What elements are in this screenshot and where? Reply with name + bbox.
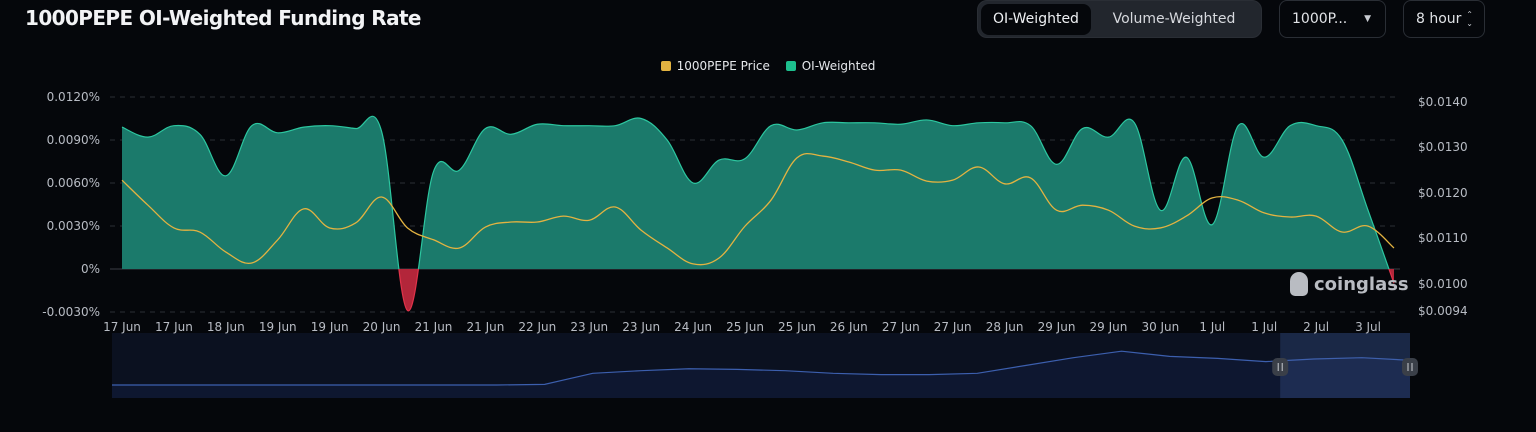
x-tick-label: 21 Jun [414, 320, 453, 334]
x-tick-label: 27 Jun [933, 320, 972, 334]
volume-weighted-tab[interactable]: Volume-Weighted [1112, 11, 1236, 27]
legend-item-oi-weighted[interactable]: OI-Weighted [785, 59, 876, 73]
coinglass-watermark: coinglass [1290, 272, 1409, 296]
oi-weighted-line [121, 115, 1390, 269]
oi-weighted-positive-area [122, 116, 1394, 269]
x-tick-label: 17 Jun [154, 320, 193, 334]
x-tick-label: 25 Jun [778, 320, 816, 334]
navigator-handle[interactable] [1272, 358, 1289, 376]
page-title: 1000PEPE OI-Weighted Funding Rate [25, 6, 422, 30]
x-tick-label: 28 Jun [985, 320, 1024, 334]
x-tick-label: 20 Jun [362, 320, 401, 334]
symbol-select[interactable]: 1000P... ▼ [1279, 0, 1386, 38]
x-tick-label: 23 Jun [622, 320, 661, 334]
coinglass-logo-icon [1290, 272, 1308, 296]
x-tick-label: 19 Jun [310, 320, 349, 334]
y-right-tick-label: $0.0140 [1418, 95, 1468, 109]
navigator-handle[interactable] [1402, 358, 1418, 376]
caret-down-icon: ▼ [1364, 14, 1371, 24]
x-tick-label: 18 Jun [206, 320, 245, 334]
x-tick-label: 23 Jun [570, 320, 609, 334]
x-tick-label: 30 Jun [1141, 320, 1180, 334]
watermark-text: coinglass [1314, 273, 1409, 295]
y-left-tick-label: 0% [80, 262, 100, 276]
navigator-area [112, 351, 1410, 398]
x-tick-label: 29 Jun [1037, 320, 1076, 334]
symbol-select-value: 1000P... [1292, 11, 1348, 27]
y-left-tick-label: 0.0030% [46, 219, 100, 233]
x-tick-label: 19 Jun [258, 320, 297, 334]
x-tick-label: 17 Jun [103, 320, 141, 334]
x-tick-label: 25 Jun [726, 320, 764, 334]
weighting-toggle: OI-Weighted Volume-Weighted [977, 0, 1262, 38]
x-tick-label: 29 Jun [1089, 320, 1128, 334]
chart-legend: 1000PEPE Price OI-Weighted [0, 59, 1536, 74]
y-right-tick-label: $0.0120 [1418, 186, 1468, 200]
x-tick-label: 22 Jun [518, 320, 557, 334]
sort-updown-icon: ⌃ ⌄ [1466, 10, 1473, 28]
navigator-selection[interactable] [1280, 333, 1410, 398]
price-swatch [660, 61, 671, 71]
interval-select-value: 8 hour [1416, 11, 1462, 27]
legend-label: OI-Weighted [801, 59, 876, 73]
x-tick-label: 21 Jun [466, 320, 505, 334]
y-left-tick-label: 0.0060% [46, 176, 100, 190]
oi-weighted-tab[interactable]: OI-Weighted [981, 4, 1091, 35]
x-tick-label: 1 Jul [1251, 320, 1278, 334]
x-tick-label: 2 Jul [1303, 320, 1330, 334]
y-left-tick-label: -0.0030% [42, 305, 100, 319]
y-right-tick-label: $0.0100 [1418, 277, 1468, 291]
x-tick-label: 24 Jun [674, 320, 713, 334]
interval-select[interactable]: 8 hour ⌃ ⌄ [1403, 0, 1485, 38]
oi-swatch [785, 61, 796, 71]
legend-item-price[interactable]: 1000PEPE Price [660, 59, 770, 73]
price-line [121, 152, 1395, 266]
x-tick-label: 26 Jun [829, 320, 868, 334]
navigator-line [112, 350, 1411, 386]
y-left-tick-label: 0.0090% [46, 133, 100, 147]
x-tick-label: 3 Jul [1355, 320, 1381, 334]
y-left-tick-label: 0.0120% [46, 90, 100, 104]
y-right-tick-label: $0.0110 [1418, 231, 1468, 245]
legend-label: 1000PEPE Price [676, 59, 770, 73]
y-right-tick-label: $0.0094 [1418, 304, 1468, 318]
x-tick-label: 27 Jun [881, 320, 920, 334]
x-tick-label: 1 Jul [1199, 320, 1226, 334]
y-right-tick-label: $0.0130 [1418, 140, 1468, 154]
